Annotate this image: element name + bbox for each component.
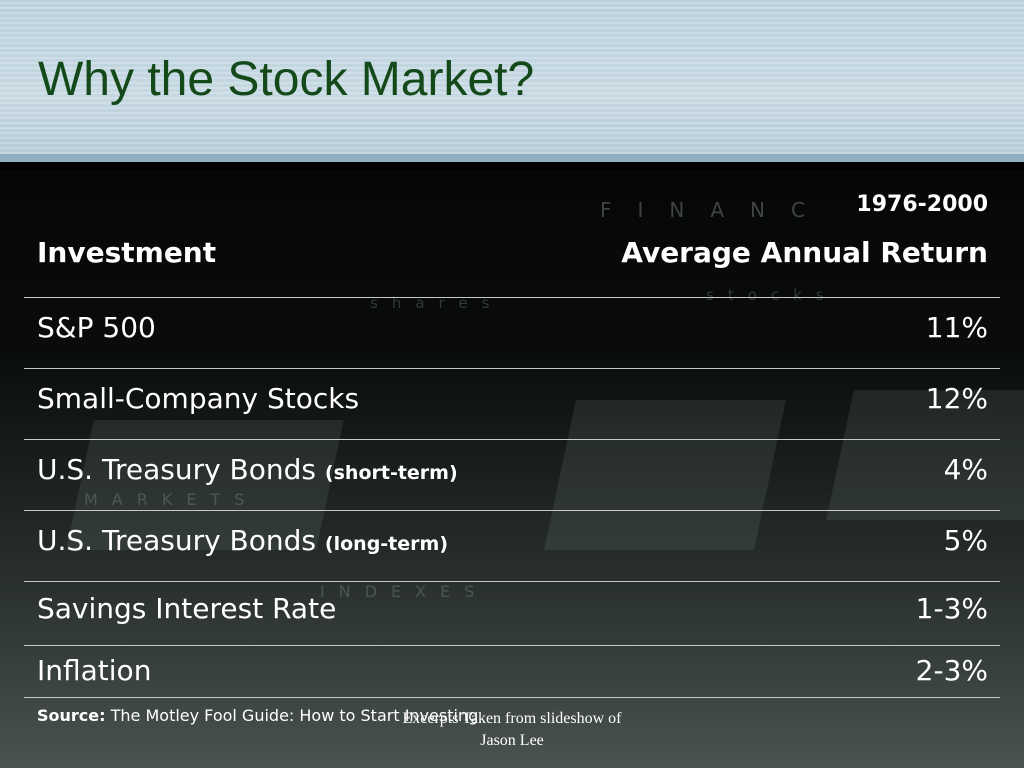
background-word-shares: shares (370, 294, 504, 312)
return-value: 11% (925, 311, 988, 344)
investment-name: S&P 500 (37, 311, 156, 344)
slide-title: Why the Stock Market? (38, 53, 535, 106)
background-word-stocks: stocks (706, 286, 838, 304)
table-row: Savings Interest Rate 1-3% (24, 582, 1000, 646)
table-row: Inflation 2-3% (24, 646, 1000, 698)
excerpt-author: Jason Lee (480, 732, 544, 749)
investment-name: U.S. Treasury Bonds (long-term) (37, 524, 449, 557)
source-citation: Source: The Motley Fool Guide: How to St… (37, 706, 478, 725)
content-area: FINANC shares stocks MARKETS INDEXES 197… (0, 170, 1024, 768)
table-row: U.S. Treasury Bonds (short-term) 4% (24, 440, 1000, 511)
background-word-finance: FINANC (600, 198, 831, 222)
investment-name: Savings Interest Rate (37, 592, 337, 625)
table-row: U.S. Treasury Bonds (long-term) 5% (24, 511, 1000, 582)
excerpt-line: Excerpts Taken from slideshow of (402, 710, 622, 727)
term-note: (long-term) (324, 533, 449, 555)
return-value: 4% (943, 453, 988, 486)
table-row: S&P 500 11% (24, 298, 1000, 369)
excerpt-credit: Excerpts Taken from slideshow of Jason L… (352, 708, 672, 752)
background-word-indexes: INDEXES (320, 582, 489, 601)
background-word-markets: MARKETS (84, 490, 259, 509)
return-value: 2-3% (915, 654, 988, 687)
returns-table: 1976-2000 Investment Average Annual Retu… (24, 170, 1000, 698)
period-label: 1976-2000 (856, 192, 988, 217)
term-note: (short-term) (324, 462, 458, 484)
return-column-header: Average Annual Return (621, 236, 988, 269)
investment-name: U.S. Treasury Bonds (short-term) (37, 453, 458, 486)
source-text: The Motley Fool Guide: How to Start Inve… (110, 706, 479, 725)
return-value: 12% (925, 382, 988, 415)
return-value: 1-3% (915, 592, 988, 625)
investment-column-header: Investment (37, 236, 217, 269)
table-row: Small-Company Stocks 12% (24, 369, 1000, 440)
source-label: Source: (37, 706, 106, 725)
table-header: 1976-2000 Investment Average Annual Retu… (24, 170, 1000, 298)
investment-name: Small-Company Stocks (37, 382, 360, 415)
investment-name: Inflation (37, 654, 152, 687)
return-value: 5% (943, 524, 988, 557)
title-band: Why the Stock Market? (0, 0, 1024, 162)
